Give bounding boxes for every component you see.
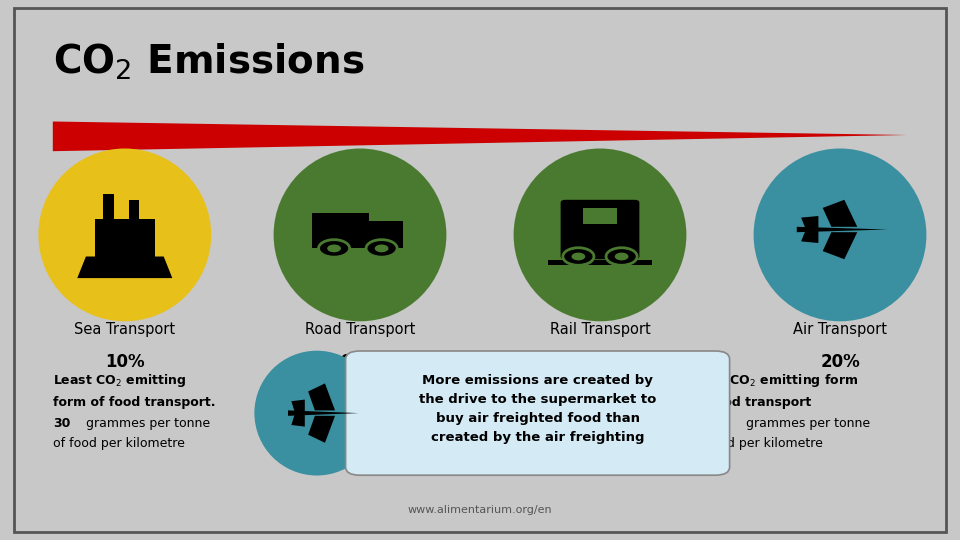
Text: Least CO$_2$ emitting: Least CO$_2$ emitting bbox=[53, 372, 186, 389]
Text: of food transport: of food transport bbox=[691, 396, 811, 409]
Text: CO$_2$ Emissions: CO$_2$ Emissions bbox=[53, 42, 364, 82]
Text: of food per kilometre: of food per kilometre bbox=[691, 437, 823, 450]
Text: 1500: 1500 bbox=[691, 417, 726, 430]
Circle shape bbox=[366, 240, 397, 257]
Text: grammes per tonne: grammes per tonne bbox=[86, 417, 210, 430]
Text: More emissions are created by: More emissions are created by bbox=[422, 374, 653, 387]
Polygon shape bbox=[308, 416, 335, 443]
FancyBboxPatch shape bbox=[313, 213, 369, 248]
Text: 60%: 60% bbox=[340, 353, 380, 371]
Polygon shape bbox=[823, 232, 857, 259]
Text: created by the air freighting: created by the air freighting bbox=[431, 431, 644, 444]
Text: form of food transport.: form of food transport. bbox=[53, 396, 215, 409]
Circle shape bbox=[327, 245, 341, 252]
Circle shape bbox=[606, 248, 637, 265]
Polygon shape bbox=[53, 122, 907, 151]
Text: the drive to the supermarket to: the drive to the supermarket to bbox=[419, 393, 657, 406]
Polygon shape bbox=[292, 414, 305, 427]
FancyBboxPatch shape bbox=[583, 208, 617, 224]
Text: Rail Transport: Rail Transport bbox=[550, 322, 650, 337]
Ellipse shape bbox=[274, 148, 446, 321]
FancyBboxPatch shape bbox=[104, 194, 113, 219]
Text: Most CO$_2$ emitting form: Most CO$_2$ emitting form bbox=[691, 372, 858, 389]
Polygon shape bbox=[77, 256, 173, 278]
Polygon shape bbox=[288, 410, 359, 416]
Polygon shape bbox=[801, 216, 818, 228]
Text: www.alimentarium.org/en: www.alimentarium.org/en bbox=[408, 505, 552, 515]
Text: Sea Transport: Sea Transport bbox=[74, 322, 176, 337]
Text: of food per kilometre: of food per kilometre bbox=[53, 437, 184, 450]
FancyBboxPatch shape bbox=[548, 260, 652, 265]
Text: Road Transport: Road Transport bbox=[305, 322, 415, 337]
Circle shape bbox=[563, 248, 594, 265]
Text: 10%: 10% bbox=[105, 353, 145, 371]
Polygon shape bbox=[292, 400, 305, 412]
FancyBboxPatch shape bbox=[94, 219, 156, 256]
Circle shape bbox=[374, 245, 389, 252]
Circle shape bbox=[571, 253, 586, 260]
FancyBboxPatch shape bbox=[369, 221, 403, 248]
Polygon shape bbox=[801, 231, 818, 243]
Ellipse shape bbox=[38, 148, 211, 321]
Circle shape bbox=[614, 253, 629, 260]
Text: 10%: 10% bbox=[580, 353, 620, 371]
Text: grammes per tonne: grammes per tonne bbox=[746, 417, 870, 430]
Circle shape bbox=[319, 240, 349, 257]
Text: buy air freighted food than: buy air freighted food than bbox=[436, 412, 639, 425]
Ellipse shape bbox=[254, 350, 379, 476]
FancyBboxPatch shape bbox=[129, 200, 139, 219]
Polygon shape bbox=[308, 383, 335, 410]
Text: 30: 30 bbox=[53, 417, 70, 430]
Ellipse shape bbox=[514, 148, 686, 321]
Polygon shape bbox=[797, 227, 887, 232]
FancyBboxPatch shape bbox=[346, 351, 730, 475]
Text: Air Transport: Air Transport bbox=[793, 322, 887, 337]
Polygon shape bbox=[823, 200, 857, 227]
Text: 20%: 20% bbox=[820, 353, 860, 371]
FancyBboxPatch shape bbox=[561, 200, 639, 259]
Ellipse shape bbox=[754, 148, 926, 321]
